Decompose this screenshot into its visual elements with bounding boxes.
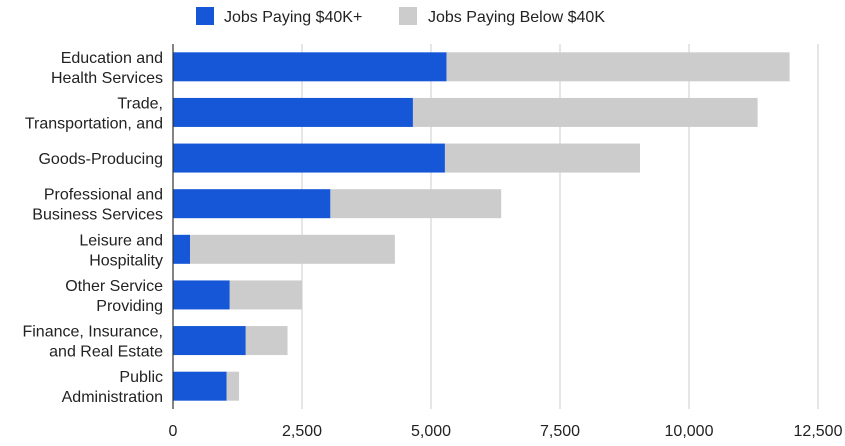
category-label-0-line-1: Health Services (51, 70, 163, 87)
bar-3-series-0 (173, 189, 331, 219)
category-label-6-line-1: and Real Estate (49, 344, 163, 361)
category-label-1-line-0: Trade, (117, 95, 163, 112)
bar-6-series-0 (173, 326, 246, 356)
bar-7-series-0 (173, 371, 227, 401)
bars (173, 52, 790, 401)
bar-4-series-0 (173, 234, 191, 264)
bar-5-series-0 (173, 280, 230, 310)
category-label-1-line-1: Transportation, and (25, 115, 163, 132)
x-tick-label-3: 7,500 (540, 423, 580, 440)
bar-0-series-1 (446, 52, 790, 82)
category-label-6-line-0: Finance, Insurance, (22, 324, 163, 341)
category-label-5-line-1: Providing (96, 298, 163, 315)
category-label-3-line-1: Business Services (32, 207, 163, 224)
x-tick-label-0: 0 (169, 423, 178, 440)
legend-label-1: Jobs Paying Below $40K (428, 9, 605, 26)
category-label-5-line-0: Other Service (65, 278, 163, 295)
bar-2-series-0 (173, 143, 445, 173)
bar-4-series-1 (190, 234, 395, 264)
legend-label-0: Jobs Paying $40K+ (224, 9, 362, 26)
bar-6-series-1 (245, 326, 288, 356)
legend-swatch-0 (196, 7, 214, 25)
category-label-4-line-1: Hospitality (89, 252, 163, 269)
bar-5-series-1 (229, 280, 302, 310)
x-tick-label-2: 5,000 (411, 423, 451, 440)
category-label-3-line-0: Professional and (44, 187, 163, 204)
bar-0-series-0 (173, 52, 447, 82)
x-axis-tick-labels: 0 2,500 5,000 7,500 10,000 12,500 (169, 423, 843, 440)
category-label-4-line-0: Leisure and (79, 232, 163, 249)
legend-swatch-1 (399, 7, 417, 25)
category-label-7-line-1: Administration (62, 389, 163, 406)
category-label-7-line-0: Public (119, 369, 163, 386)
bar-1-series-1 (412, 97, 758, 127)
bar-2-series-1 (444, 143, 640, 173)
category-label-0-line-0: Education and (61, 50, 163, 67)
x-tick-label-1: 2,500 (282, 423, 322, 440)
category-labels: Education and Health Services Trade, Transp… (22, 50, 163, 406)
bar-1-series-0 (173, 97, 413, 127)
bar-7-series-1 (226, 371, 240, 401)
x-tick-label-4: 10,000 (665, 423, 714, 440)
x-tick-label-5: 12,500 (794, 423, 843, 440)
category-label-2-line-0: Goods-Producing (38, 151, 163, 168)
bar-3-series-1 (330, 189, 502, 219)
legend: Jobs Paying $40K+ Jobs Paying Below $40K (196, 7, 605, 26)
